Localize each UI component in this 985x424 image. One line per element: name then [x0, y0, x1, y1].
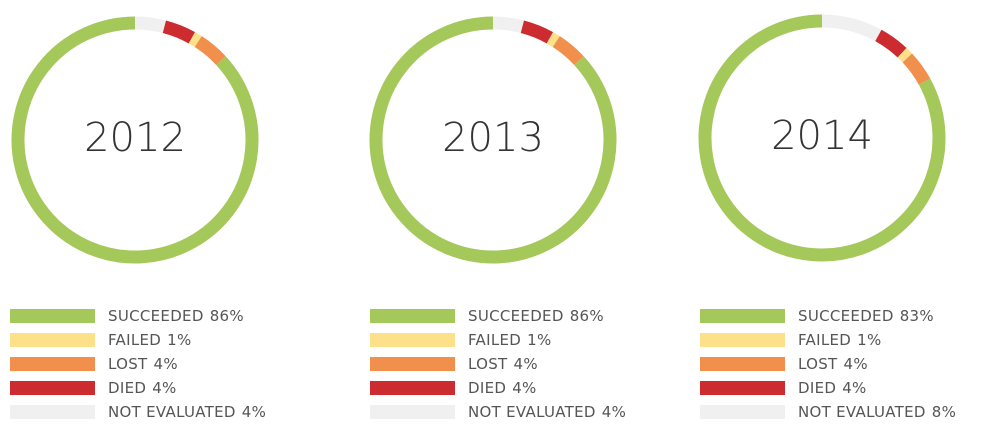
chart-title: 2013 — [442, 115, 544, 161]
donut-segment — [520, 20, 554, 44]
legend-value: 86% — [210, 307, 244, 325]
legend-swatch — [10, 309, 95, 323]
legend-value: 86% — [570, 307, 604, 325]
donut-segment — [897, 47, 913, 63]
legend-value: 4% — [242, 403, 266, 421]
donut-segment — [875, 29, 907, 58]
legend-name: NOT EVALUATED — [468, 403, 596, 421]
legend-label: FAILED 1% — [468, 331, 552, 349]
legend-label: NOT EVALUATED 8% — [798, 403, 956, 421]
legend-swatch — [700, 381, 785, 395]
legend-value: 1% — [857, 331, 881, 349]
donut-segment — [369, 16, 617, 264]
legend-value: 4% — [514, 355, 538, 373]
donut-segment — [162, 20, 196, 44]
donut-segment — [11, 16, 259, 264]
legend-name: FAILED — [798, 331, 851, 349]
chart-title: 2014 — [771, 113, 873, 159]
chart-title: 2012 — [84, 115, 186, 161]
legend-swatch — [10, 357, 95, 371]
donut-segment — [552, 36, 584, 66]
legend-name: LOST — [468, 355, 508, 373]
legend-swatch — [10, 381, 95, 395]
legend-value: 1% — [167, 331, 191, 349]
legend-swatch — [370, 309, 455, 323]
legend-label: FAILED 1% — [798, 331, 882, 349]
donut-segment — [492, 16, 525, 34]
legend-name: LOST — [798, 355, 838, 373]
legend-swatch — [700, 405, 785, 419]
legend-name: DIED — [108, 379, 146, 397]
legend-label: LOST 4% — [798, 355, 868, 373]
legend-label: SUCCEEDED 86% — [468, 307, 604, 325]
legend-name: SUCCEEDED — [108, 307, 204, 325]
legend-value: 4% — [842, 379, 866, 397]
legend-swatch — [370, 357, 455, 371]
legend-label: NOT EVALUATED 4% — [108, 403, 266, 421]
legend-value: 83% — [900, 307, 934, 325]
legend-value: 8% — [932, 403, 956, 421]
legend-name: SUCCEEDED — [468, 307, 564, 325]
donut-segment — [194, 36, 226, 66]
donut-segment — [821, 14, 882, 42]
donut-segment — [902, 53, 931, 85]
legend-swatch — [370, 405, 455, 419]
legend-label: DIED 4% — [468, 379, 537, 397]
legend-value: 4% — [154, 355, 178, 373]
legend-label: SUCCEEDED 83% — [798, 307, 934, 325]
legend-swatch — [10, 333, 95, 347]
legend-swatch — [10, 405, 95, 419]
donut-segment — [546, 32, 560, 48]
legend-label: FAILED 1% — [108, 331, 192, 349]
legend-name: FAILED — [468, 331, 521, 349]
legend-value: 1% — [527, 331, 551, 349]
legend-label: NOT EVALUATED 4% — [468, 403, 626, 421]
legend-name: DIED — [798, 379, 836, 397]
legend-name: DIED — [468, 379, 506, 397]
legend-swatch — [700, 333, 785, 347]
legend-swatch — [700, 309, 785, 323]
legend-name: SUCCEEDED — [798, 307, 894, 325]
legend-label: LOST 4% — [108, 355, 178, 373]
legend-label: SUCCEEDED 86% — [108, 307, 244, 325]
legend-name: LOST — [108, 355, 148, 373]
legend-label: DIED 4% — [108, 379, 177, 397]
legend-name: NOT EVALUATED — [798, 403, 926, 421]
legend-swatch — [370, 333, 455, 347]
legend-value: 4% — [844, 355, 868, 373]
legend-label: LOST 4% — [468, 355, 538, 373]
legend-name: FAILED — [108, 331, 161, 349]
legend-label: DIED 4% — [798, 379, 867, 397]
legend-value: 4% — [152, 379, 176, 397]
donut-segment — [188, 32, 202, 48]
legend-name: NOT EVALUATED — [108, 403, 236, 421]
legend-swatch — [370, 381, 455, 395]
legend-swatch — [700, 357, 785, 371]
legend-value: 4% — [512, 379, 536, 397]
donut-segment — [698, 14, 946, 262]
donut-segment — [134, 16, 167, 34]
legend-value: 4% — [602, 403, 626, 421]
